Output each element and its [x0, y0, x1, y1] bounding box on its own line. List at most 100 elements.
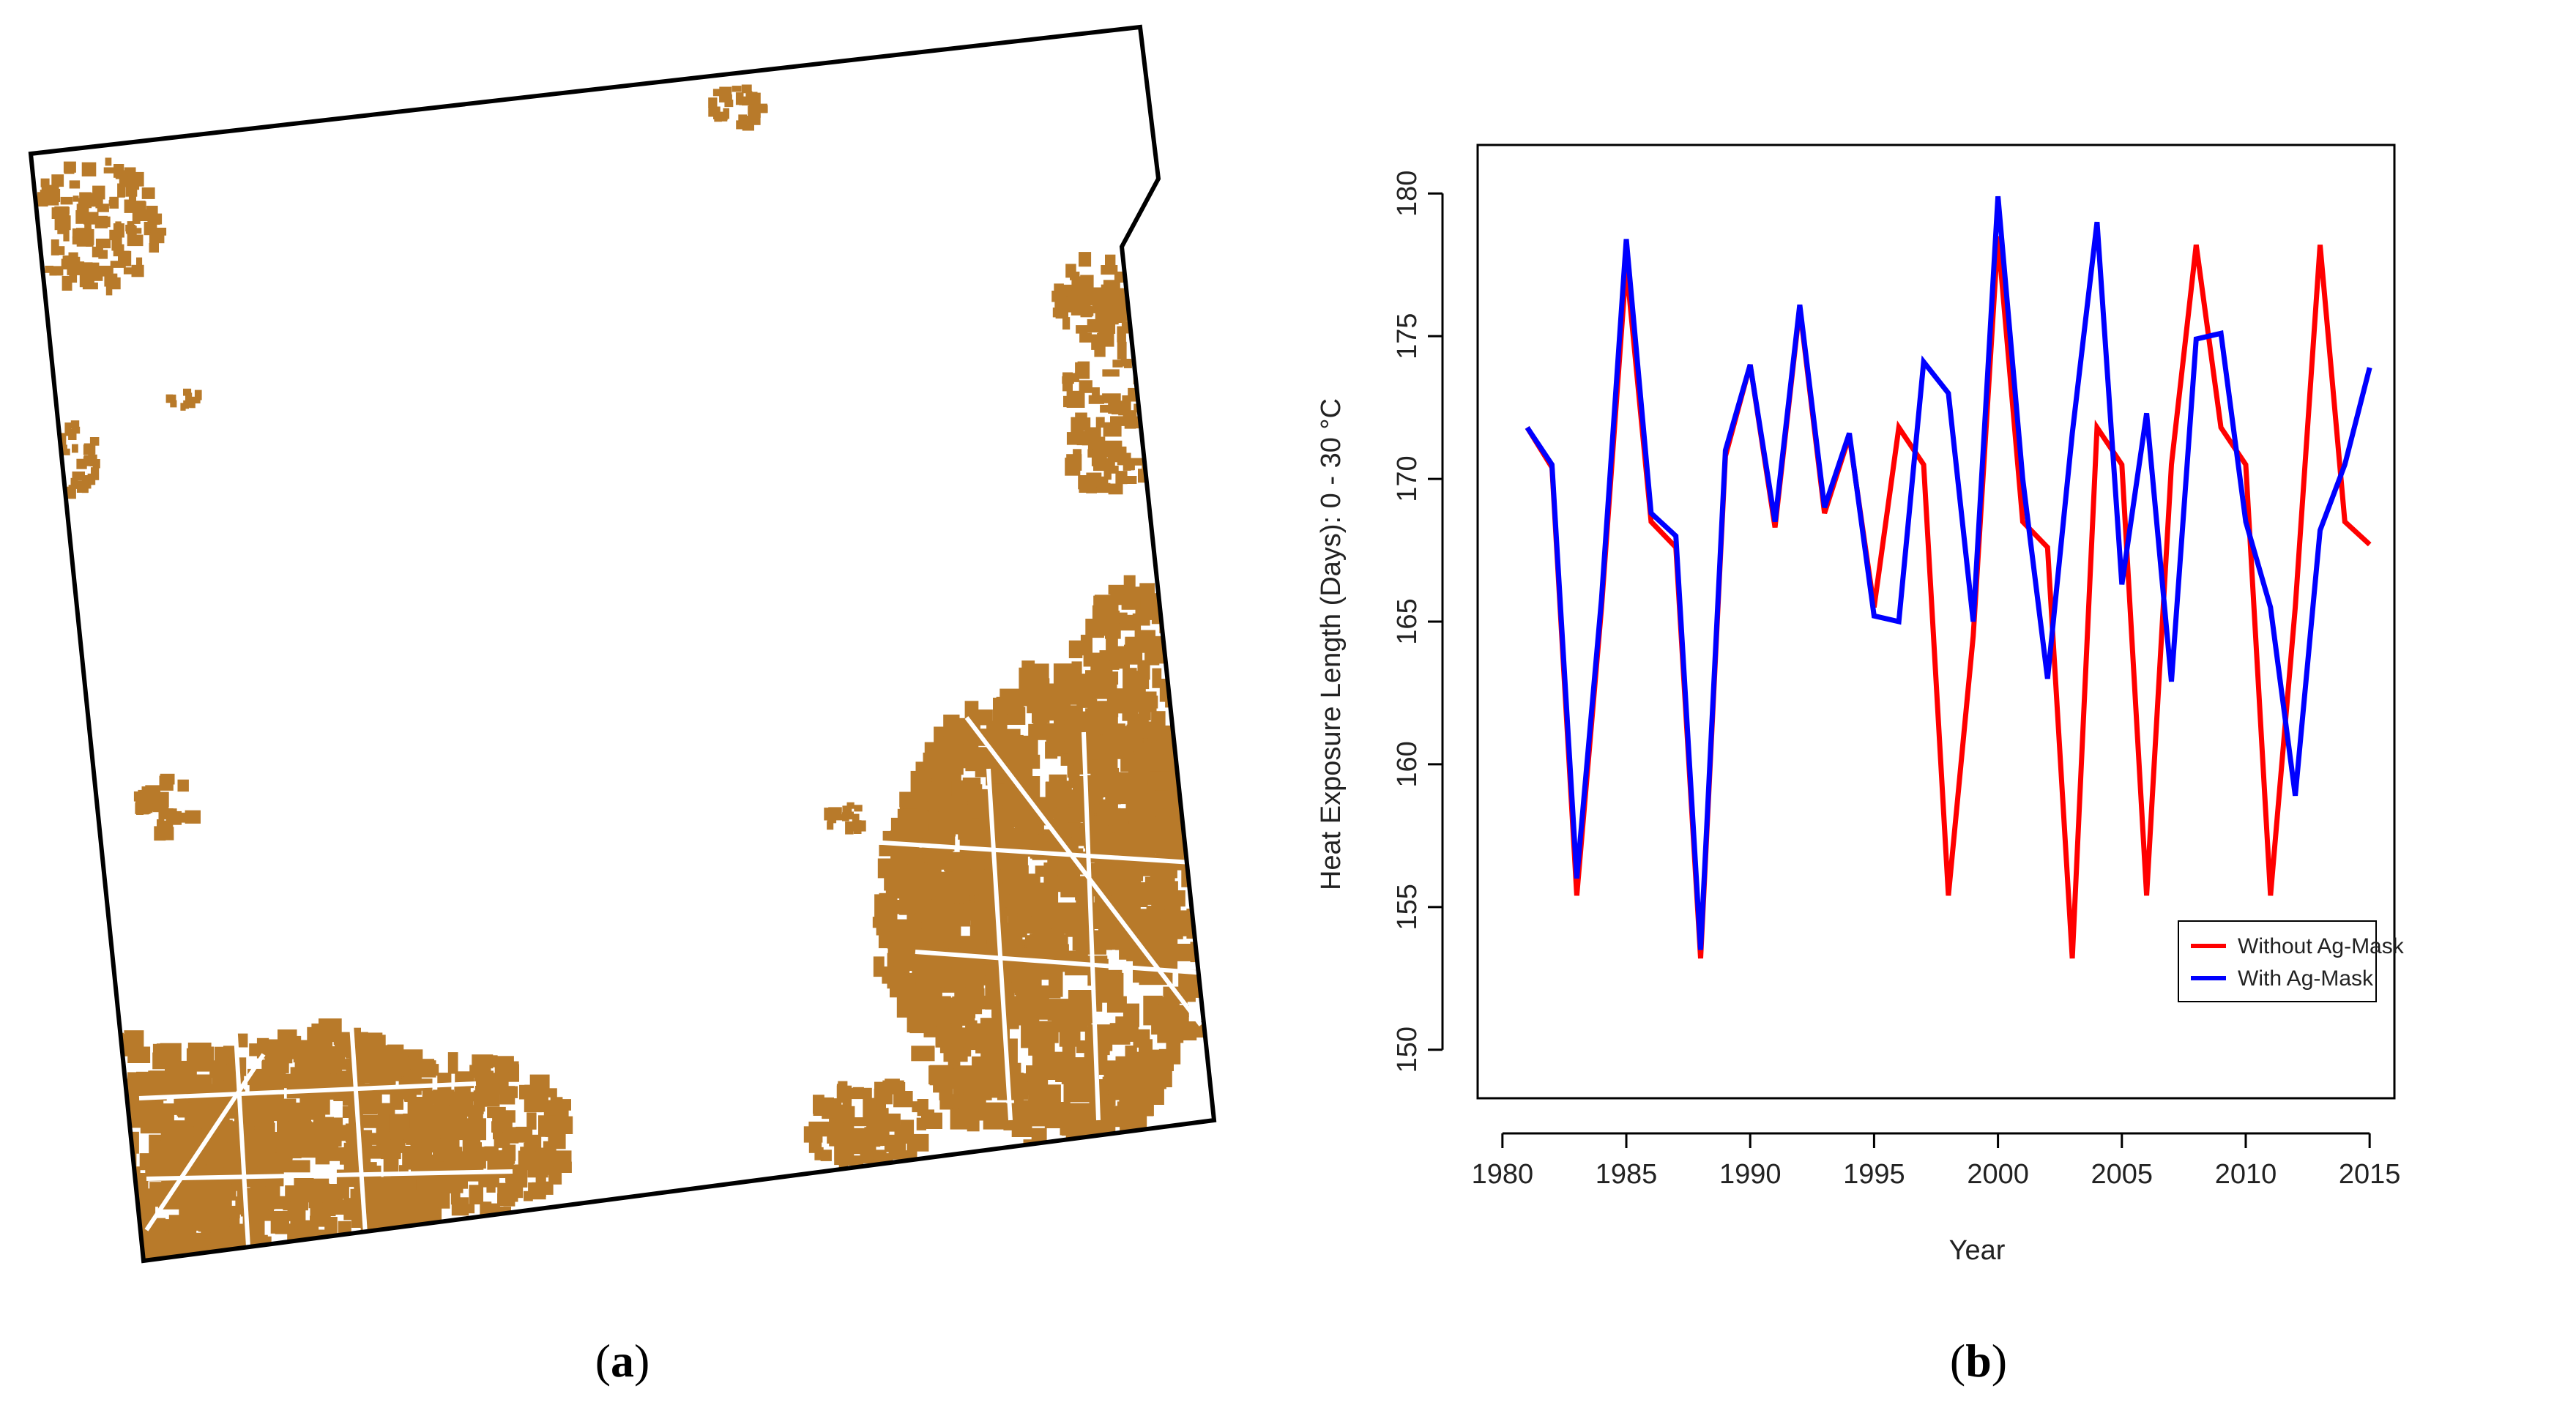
- ag-patch: [70, 1190, 97, 1208]
- ag-patch: [149, 1220, 165, 1242]
- ag-patch: [1196, 942, 1214, 966]
- ag-patch: [295, 1253, 310, 1261]
- ag-patch: [1109, 1023, 1136, 1042]
- ag-patch: [103, 1157, 127, 1172]
- ag-patch: [1144, 950, 1167, 967]
- ag-patch: [113, 1241, 141, 1261]
- ag-patch: [48, 193, 59, 206]
- ag-patch: [1117, 341, 1127, 359]
- ag-patch: [85, 1276, 97, 1296]
- ag-patch: [846, 1132, 862, 1155]
- ag-patch: [31, 1094, 48, 1117]
- ag-patch: [31, 1150, 54, 1161]
- ag-patch: [185, 1267, 201, 1294]
- ag-patch: [1197, 862, 1214, 890]
- ag-patch: [477, 1055, 498, 1067]
- ag-patch: [1105, 254, 1116, 266]
- ag-patch: [321, 1242, 343, 1261]
- ag-patch: [753, 92, 761, 106]
- ag-patch: [357, 1233, 380, 1253]
- ag-patch: [1031, 903, 1047, 917]
- ag-patch: [1183, 770, 1207, 786]
- ag-patch: [220, 1154, 240, 1168]
- y-tick-label-175: 175: [1392, 313, 1423, 359]
- ag-patch: [1181, 635, 1191, 657]
- ag-patch: [113, 164, 124, 178]
- ag-patch: [1092, 387, 1100, 400]
- ag-patch: [63, 1276, 81, 1290]
- ag-patch: [445, 1147, 463, 1158]
- ag-patch: [924, 742, 951, 772]
- ag-patch: [948, 1068, 971, 1089]
- ag-patch: [1098, 701, 1117, 711]
- ag-patch: [911, 1046, 935, 1062]
- ag-patch: [852, 820, 866, 832]
- ag-patch: [319, 1257, 334, 1261]
- ag-patch: [17, 1204, 27, 1220]
- ag-patch: [473, 1090, 485, 1112]
- ag-patch: [86, 1082, 97, 1093]
- ag-patch: [45, 1229, 62, 1240]
- ag-patch: [1210, 755, 1214, 777]
- ag-patch: [1127, 459, 1135, 471]
- ag-patch: [289, 1251, 308, 1261]
- ag-patch: [351, 1210, 364, 1228]
- ag-patch: [884, 864, 908, 885]
- ag-patch: [95, 238, 111, 249]
- ag-patch: [40, 178, 50, 187]
- ag-patch: [1103, 723, 1125, 743]
- ag-patch: [1092, 909, 1117, 923]
- ag-patch: [1109, 808, 1129, 824]
- ag-patch: [272, 1260, 292, 1261]
- ag-patch: [1062, 372, 1073, 392]
- ag-patch: [1188, 670, 1201, 680]
- ag-patch: [410, 1107, 428, 1119]
- x-tick-label-2000: 2000: [1967, 1159, 2029, 1190]
- ag-patch: [1196, 899, 1214, 914]
- ag-patch: [31, 1127, 56, 1140]
- ag-patch: [85, 1197, 106, 1218]
- ag-patch: [96, 1144, 118, 1160]
- ag-patch: [708, 97, 718, 108]
- ag-patch: [1057, 724, 1071, 742]
- ag-patch: [145, 1188, 160, 1200]
- ag-patch: [336, 1125, 362, 1141]
- ag-patch: [66, 1268, 78, 1279]
- ag-patch: [50, 1051, 76, 1062]
- ag-patch: [736, 120, 744, 130]
- ag-patch: [31, 1199, 39, 1212]
- ag-patch: [250, 1174, 266, 1200]
- ag-patch: [526, 1112, 537, 1130]
- ag-patch: [48, 1108, 69, 1131]
- ag-patch: [78, 1217, 102, 1234]
- ag-patch: [92, 1128, 113, 1152]
- ag-patch: [559, 1116, 573, 1134]
- ag-patch: [986, 974, 999, 991]
- ag-patch: [194, 390, 202, 400]
- ag-patch: [1194, 724, 1204, 737]
- ag-patch: [54, 215, 71, 231]
- ag-patch: [285, 1040, 313, 1059]
- ag-patch: [1148, 420, 1161, 436]
- ag-patch: [1035, 865, 1058, 877]
- ag-patch: [1078, 1005, 1092, 1026]
- ag-patch: [176, 1155, 190, 1169]
- ag-patch: [468, 1155, 485, 1165]
- ag-patch: [1087, 449, 1098, 458]
- ag-patch: [86, 1067, 111, 1090]
- ag-patch: [1194, 767, 1209, 778]
- ag-patch: [1013, 1100, 1033, 1121]
- ag-patch: [134, 201, 146, 215]
- ag-patch: [206, 1212, 226, 1232]
- ag-patch: [1141, 365, 1154, 376]
- ag-patch: [1033, 1064, 1049, 1094]
- ag-patch: [82, 1196, 105, 1222]
- ag-patch: [0, 1111, 1, 1133]
- ag-patch: [32, 1048, 48, 1072]
- ag-patch: [524, 1134, 542, 1149]
- ag-patch: [101, 1166, 123, 1184]
- ag-patch: [1092, 443, 1106, 452]
- ag-patch: [892, 980, 906, 994]
- ag-patch: [1193, 831, 1211, 849]
- ag-patch: [1148, 430, 1156, 443]
